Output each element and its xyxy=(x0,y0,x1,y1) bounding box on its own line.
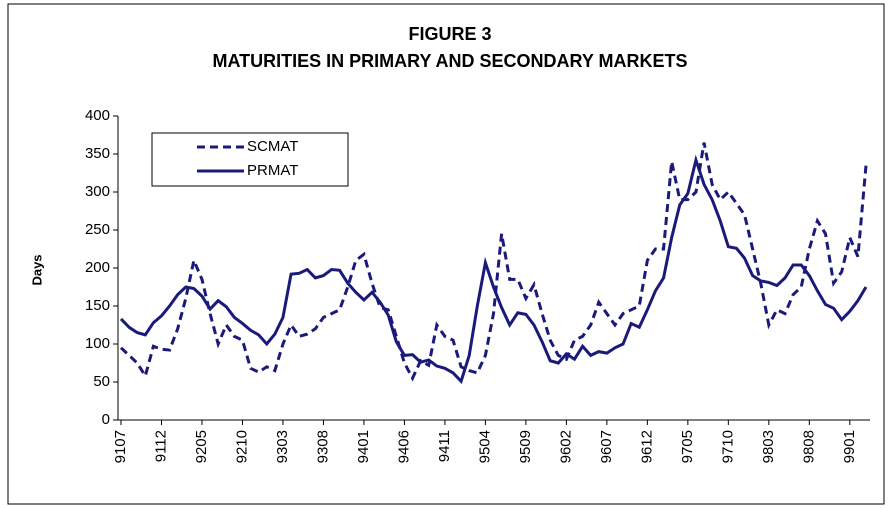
x-tick-label: 9602 xyxy=(557,430,574,463)
legend-label: PRMAT xyxy=(247,162,298,179)
y-axis-label: Days xyxy=(29,254,44,285)
x-tick-label: 9901 xyxy=(841,430,858,463)
x-tick-label: 9112 xyxy=(152,430,169,462)
x-tick-label: 9406 xyxy=(395,430,412,463)
y-tick-label: 300 xyxy=(85,183,110,200)
y-tick-label: 100 xyxy=(85,335,110,352)
x-tick-label: 9107 xyxy=(112,430,129,463)
legend-box xyxy=(151,132,349,187)
x-tick-label: 9308 xyxy=(314,430,331,463)
x-tick-label: 9710 xyxy=(719,430,736,463)
x-tick-label: 9411 xyxy=(436,430,453,462)
frame xyxy=(7,3,885,505)
x-tick-label: 9808 xyxy=(800,430,817,463)
x-tick-label: 9303 xyxy=(274,430,291,463)
x-tick-label: 9504 xyxy=(476,430,493,463)
y-tick-label: 400 xyxy=(85,107,110,124)
series-line xyxy=(119,142,868,382)
x-tick-label: 9705 xyxy=(679,430,696,463)
series-line xyxy=(119,154,868,385)
x-tick-label: 9401 xyxy=(355,430,372,463)
legend-label: SCMAT xyxy=(247,138,298,155)
y-tick-label: 0 xyxy=(102,411,110,428)
y-tick-label: 150 xyxy=(85,297,110,314)
x-tick-label: 9509 xyxy=(517,430,534,463)
x-tick-label: 9607 xyxy=(598,430,615,463)
x-tick-label: 9205 xyxy=(193,430,210,463)
y-tick-label: 200 xyxy=(85,259,110,276)
chart-subtitle: MATURITIES IN PRIMARY AND SECONDARY MARK… xyxy=(212,51,687,71)
y-tick-label: 50 xyxy=(93,373,110,390)
chart-title: FIGURE 3 xyxy=(408,24,491,44)
x-tick-label: 9210 xyxy=(233,430,250,463)
y-tick-label: 350 xyxy=(85,145,110,162)
x-tick-label: 9803 xyxy=(760,430,777,463)
x-tick-label: 9612 xyxy=(638,430,655,463)
y-tick-label: 250 xyxy=(85,221,110,238)
